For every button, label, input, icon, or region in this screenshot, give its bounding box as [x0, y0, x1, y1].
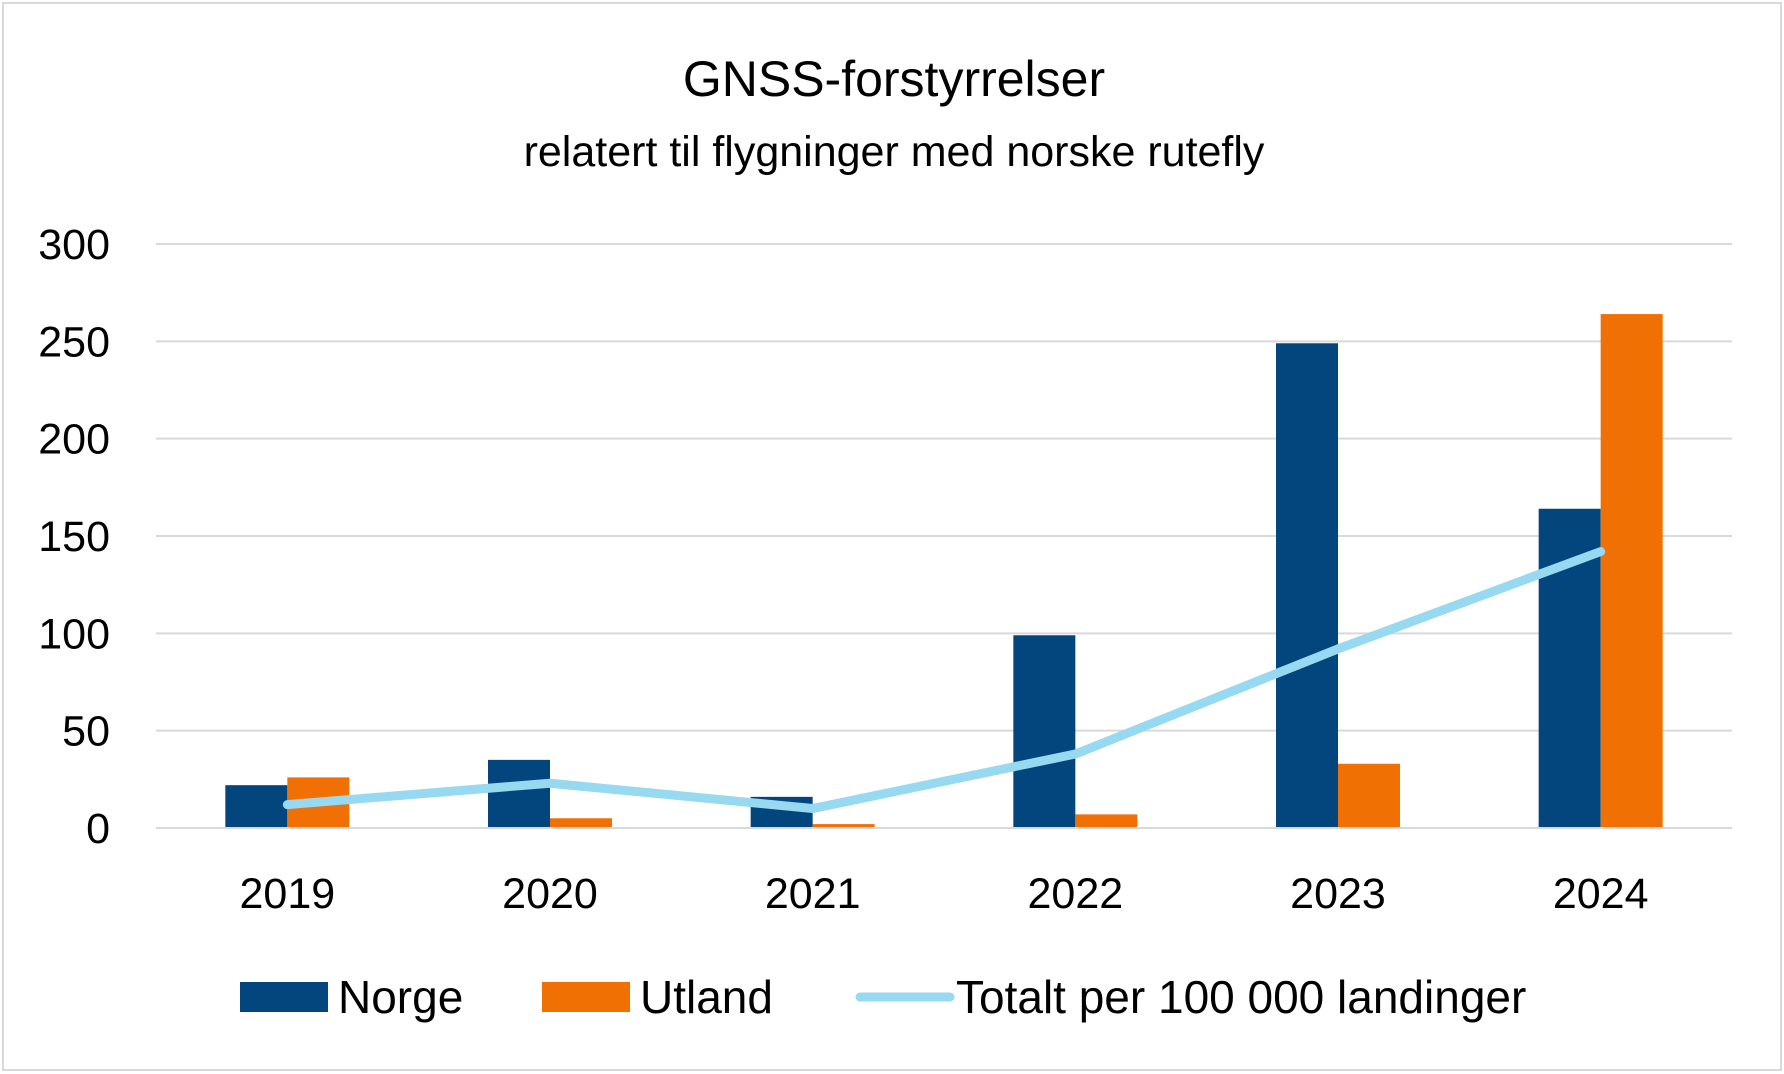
- y-tick-label: 250: [38, 318, 110, 366]
- bars: [225, 314, 1662, 828]
- legend: Norge Utland Totalt per 100 000 landinger: [240, 971, 1526, 1023]
- total-series-line: [287, 551, 1601, 808]
- x-tick-label: 2023: [1290, 870, 1386, 918]
- x-tick-label: 2022: [1027, 870, 1123, 918]
- bar-norge-2022: [1013, 635, 1075, 828]
- y-tick-label: 50: [62, 708, 110, 756]
- x-tick-label: 2024: [1553, 870, 1649, 918]
- y-tick-label: 300: [38, 221, 110, 269]
- bar-utland-2020: [550, 818, 612, 828]
- y-tick-label: 100: [38, 610, 110, 658]
- chart-subtitle: relatert til flygninger med norske rutef…: [524, 128, 1265, 176]
- bar-norge-2019: [225, 785, 287, 828]
- y-axis-tick-labels: 0 50 100 150 200 250 300: [38, 221, 110, 853]
- y-tick-label: 200: [38, 416, 110, 464]
- gridlines: [156, 244, 1732, 731]
- legend-label: Utland: [640, 971, 773, 1023]
- x-tick-label: 2020: [502, 870, 598, 918]
- chart-title: GNSS-forstyrrelser: [683, 51, 1105, 107]
- x-tick-label: 2019: [239, 870, 335, 918]
- y-tick-label: 150: [38, 513, 110, 561]
- legend-swatch-norge: [240, 982, 328, 1012]
- bar-utland-2024: [1601, 314, 1663, 828]
- legend-label: Norge: [338, 971, 463, 1023]
- chart-svg: GNSS-forstyrrelser relatert til flygning…: [4, 4, 1780, 1069]
- y-tick-label: 0: [86, 805, 110, 853]
- legend-label: Totalt per 100 000 landinger: [956, 971, 1526, 1023]
- x-tick-label: 2021: [765, 870, 861, 918]
- legend-swatch-utland: [542, 982, 630, 1012]
- bar-utland-2022: [1075, 814, 1137, 828]
- x-axis-tick-labels: 2019 2020 2021 2022 2023 2024: [239, 870, 1648, 918]
- bar-norge-2023: [1276, 343, 1338, 828]
- bar-norge-2020: [488, 760, 550, 828]
- line-series-totalt: [287, 552, 1600, 809]
- bar-utland-2023: [1338, 764, 1400, 828]
